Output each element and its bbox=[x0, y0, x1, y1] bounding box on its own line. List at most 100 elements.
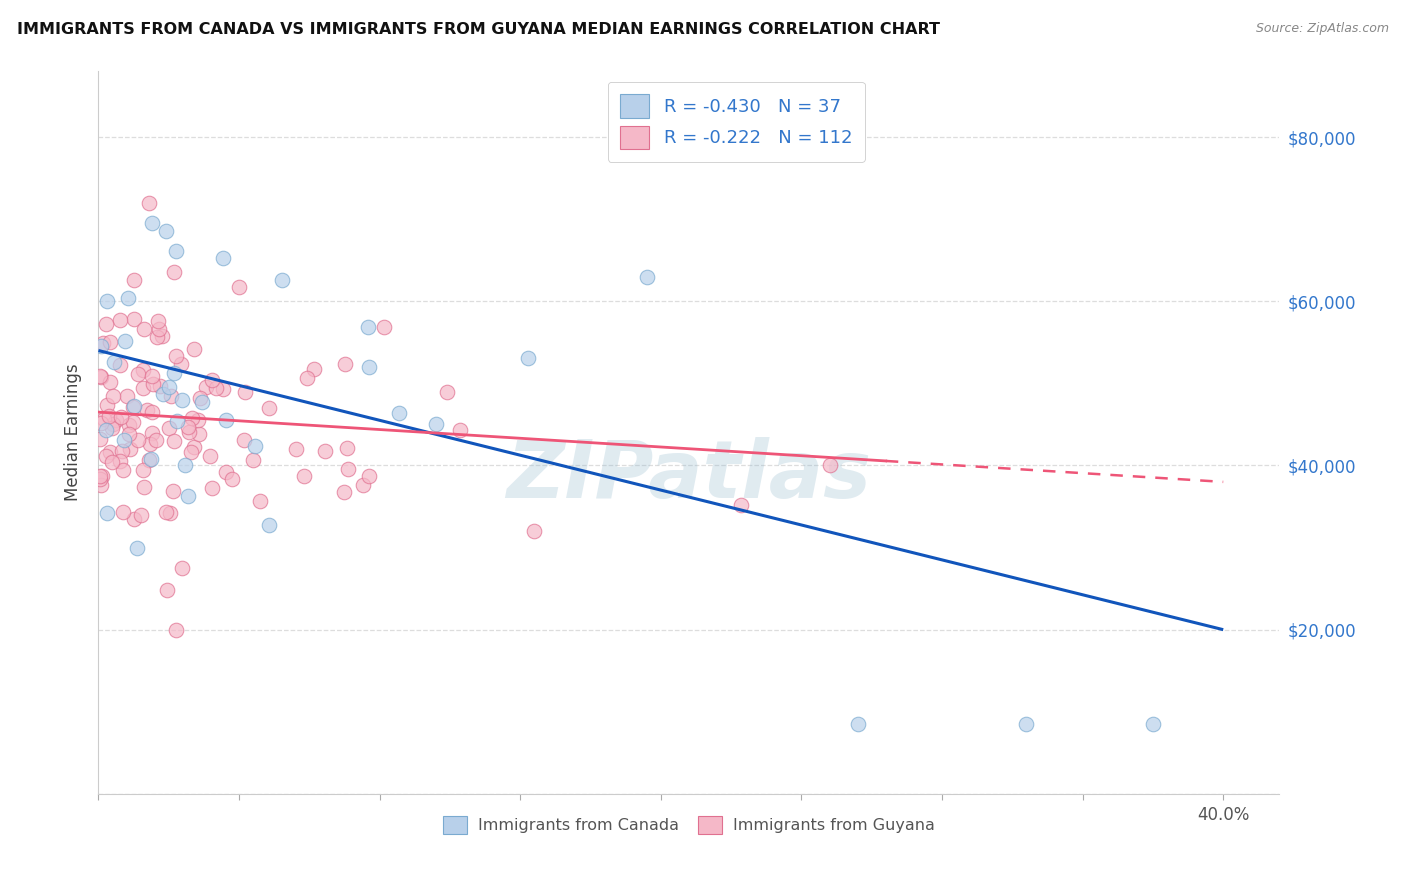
Point bbox=[91, 335, 114, 350]
Point bbox=[436, 384, 458, 399]
Point bbox=[190, 394, 212, 409]
Point bbox=[215, 465, 238, 479]
Point bbox=[243, 439, 266, 453]
Point bbox=[211, 251, 233, 265]
Point bbox=[141, 425, 163, 440]
Point bbox=[141, 405, 163, 419]
Point bbox=[636, 269, 658, 284]
Text: IMMIGRANTS FROM CANADA VS IMMIGRANTS FROM GUYANA MEDIAN EARNINGS CORRELATION CHA: IMMIGRANTS FROM CANADA VS IMMIGRANTS FRO… bbox=[17, 22, 939, 37]
Point bbox=[115, 389, 138, 403]
Point bbox=[89, 472, 111, 486]
Point bbox=[359, 469, 381, 483]
Point bbox=[117, 291, 139, 305]
Point bbox=[134, 322, 156, 336]
Point bbox=[96, 507, 118, 521]
Point bbox=[333, 357, 356, 371]
Point bbox=[105, 413, 128, 427]
Point bbox=[187, 427, 209, 442]
Point bbox=[138, 452, 160, 467]
Point bbox=[221, 472, 243, 486]
Point bbox=[157, 380, 180, 394]
Point bbox=[146, 314, 169, 328]
Point bbox=[270, 273, 292, 287]
Point bbox=[187, 413, 209, 427]
Point bbox=[152, 386, 174, 401]
Point bbox=[110, 358, 132, 372]
Point bbox=[242, 452, 264, 467]
Text: ZIPatlas: ZIPatlas bbox=[506, 437, 872, 515]
Point bbox=[204, 380, 226, 394]
Point bbox=[170, 357, 193, 371]
Point bbox=[165, 244, 187, 258]
Point bbox=[352, 478, 374, 492]
Point bbox=[201, 481, 224, 495]
Point bbox=[302, 362, 325, 376]
Point bbox=[285, 442, 308, 457]
Point bbox=[90, 416, 112, 430]
Point bbox=[155, 583, 177, 598]
Point bbox=[138, 195, 160, 210]
Point bbox=[818, 458, 841, 473]
Point bbox=[516, 351, 538, 365]
Point bbox=[138, 437, 160, 451]
Point bbox=[148, 322, 170, 336]
Point bbox=[145, 330, 167, 344]
Point bbox=[110, 409, 132, 424]
Point bbox=[233, 384, 256, 399]
Point bbox=[127, 434, 149, 448]
Point bbox=[129, 508, 152, 522]
Point bbox=[159, 506, 181, 520]
Point bbox=[212, 382, 235, 396]
Point bbox=[846, 717, 869, 731]
Point bbox=[314, 444, 336, 458]
Point bbox=[292, 468, 315, 483]
Point bbox=[111, 463, 134, 477]
Point bbox=[337, 462, 360, 476]
Point bbox=[177, 420, 200, 434]
Point bbox=[136, 402, 159, 417]
Point bbox=[333, 484, 356, 499]
Point bbox=[98, 334, 121, 349]
Point bbox=[94, 423, 117, 437]
Point bbox=[98, 444, 121, 458]
Point bbox=[166, 414, 188, 428]
Point bbox=[150, 329, 173, 343]
Point bbox=[93, 412, 115, 426]
Point bbox=[730, 499, 752, 513]
Point bbox=[103, 355, 125, 369]
Point bbox=[108, 453, 131, 467]
Point bbox=[188, 391, 211, 405]
Point bbox=[157, 421, 180, 435]
Point bbox=[183, 342, 205, 356]
Point bbox=[122, 415, 145, 429]
Point bbox=[357, 319, 380, 334]
Point bbox=[172, 561, 194, 575]
Point bbox=[103, 417, 125, 431]
Point bbox=[111, 444, 134, 458]
Point bbox=[132, 381, 155, 395]
Point bbox=[179, 425, 201, 439]
Point bbox=[120, 442, 142, 456]
Point bbox=[336, 441, 359, 455]
Point bbox=[198, 450, 221, 464]
Point bbox=[145, 434, 167, 448]
Point bbox=[232, 434, 254, 448]
Point bbox=[111, 505, 134, 519]
Point bbox=[155, 504, 177, 518]
Point bbox=[121, 400, 143, 414]
Point bbox=[163, 264, 186, 278]
Point bbox=[89, 432, 111, 446]
Point bbox=[373, 320, 395, 334]
Point bbox=[127, 367, 149, 381]
Point bbox=[297, 371, 319, 385]
Point bbox=[174, 458, 197, 472]
Point bbox=[165, 350, 187, 364]
Point bbox=[259, 401, 281, 416]
Point bbox=[195, 380, 218, 394]
Point bbox=[155, 224, 177, 238]
Point bbox=[94, 318, 117, 332]
Point bbox=[132, 463, 155, 477]
Point bbox=[228, 280, 250, 294]
Point bbox=[131, 362, 153, 376]
Point bbox=[110, 313, 132, 327]
